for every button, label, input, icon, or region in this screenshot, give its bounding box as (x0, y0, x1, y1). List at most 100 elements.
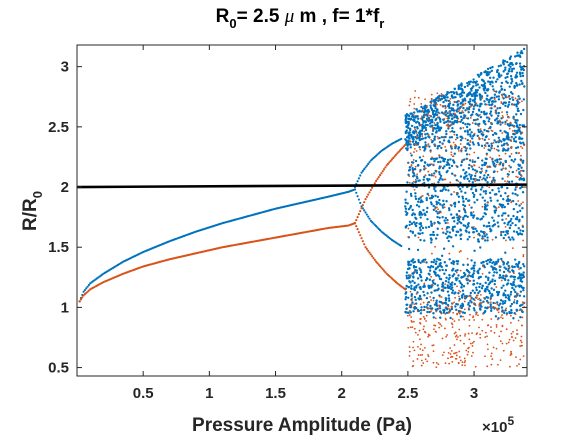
series-0-scatter-point (447, 189, 450, 192)
series-0-scatter-point (412, 221, 416, 224)
series-0-scatter-point (414, 192, 417, 195)
series-0-scatter-point (465, 107, 469, 110)
series-1-scatter-point (508, 338, 511, 341)
series-0-scatter-point (409, 192, 413, 196)
series-0-scatter-point (470, 103, 473, 107)
series-1-scatter-point (444, 327, 446, 330)
series-1-scatter-point (426, 360, 429, 363)
series-0-scatter-point (496, 117, 499, 120)
series-0-scatter-point (521, 137, 524, 140)
series-1-scatter-point (413, 103, 416, 105)
series-0-scatter-point (414, 195, 417, 198)
series-0-scatter-point (522, 108, 525, 112)
series-0-branch-2-point (363, 209, 366, 212)
series-0-scatter-point (424, 133, 427, 136)
series-0-scatter-point (466, 84, 469, 87)
series-1-scatter-point (511, 103, 514, 106)
series-0-scatter-point (462, 292, 465, 296)
series-0-scatter-point (459, 221, 463, 225)
series-1-scatter-point (506, 180, 509, 183)
series-0-scatter-point (472, 195, 476, 199)
series-1-scatter-point (447, 352, 450, 354)
series-0-scatter-point (447, 286, 450, 289)
y-tick-label: 2 (61, 179, 69, 196)
series-0-scatter-point (521, 229, 525, 233)
series-0-scatter-point (430, 120, 433, 124)
series-1-scatter-point (445, 306, 448, 309)
series-1-scatter-point (479, 293, 482, 296)
series-1-scatter-point (459, 269, 462, 272)
series-0-scatter-point (436, 145, 440, 148)
series-1-scatter-point (460, 250, 462, 252)
series-0-scatter-point (416, 164, 420, 167)
series-0-scatter-point (518, 83, 521, 86)
series-1-scatter-point (491, 179, 494, 182)
series-0-scatter-point (450, 236, 453, 239)
series-0-scatter-point (447, 239, 450, 243)
series-1-scatter-point (454, 296, 457, 299)
series-0-scatter-point (466, 215, 469, 219)
series-0-scatter-point (503, 266, 506, 269)
series-1-scatter-point (481, 301, 484, 304)
series-0-scatter-point (508, 155, 512, 158)
series-0-scatter-point (434, 106, 437, 110)
series-0-scatter-point (466, 129, 469, 132)
series-0-scatter-point (408, 117, 411, 121)
series-1-scatter-point (410, 303, 413, 306)
series-0-scatter-point (500, 168, 503, 171)
series-1-scatter-point (496, 363, 499, 366)
series-1-scatter-point (427, 353, 429, 356)
series-0-scatter-point (415, 217, 418, 221)
series-0-scatter-point (472, 264, 475, 268)
series-0-scatter-point (410, 294, 413, 298)
series-0-scatter-point (511, 80, 514, 83)
title-mu: μ (284, 6, 295, 27)
series-0-scatter-point (404, 296, 408, 299)
series-0-scatter-point (501, 177, 504, 180)
series-0-scatter-point (414, 159, 418, 163)
series-1-scatter-point (444, 107, 447, 110)
series-1-scatter-point (486, 365, 489, 368)
series-0-scatter-point (506, 232, 509, 235)
title-r: R (216, 6, 230, 27)
series-1-scatter-point (469, 295, 472, 298)
series-0-scatter-point (446, 158, 450, 162)
series-1-scatter-point (505, 218, 507, 220)
series-1-scatter-point (425, 314, 428, 317)
series-0-scatter-point (419, 238, 422, 242)
series-0-branch-2-point (364, 211, 367, 214)
series-0-scatter-point (471, 181, 475, 184)
series-0-scatter-point (407, 264, 410, 267)
series-0-scatter-point (504, 233, 507, 237)
series-0-scatter-point (514, 285, 517, 288)
series-1-branch-1-point (402, 145, 406, 148)
series-1-branch-2-point (376, 262, 379, 265)
series-0-scatter-point (462, 218, 465, 221)
series-0-scatter-point (421, 259, 424, 263)
series-0-scatter-point (517, 167, 520, 171)
series-0-scatter-point (448, 285, 452, 288)
series-0-scatter-point (467, 199, 470, 203)
series-1-branch-2-point (381, 268, 384, 271)
series-0-scatter-point (483, 211, 486, 215)
series-1-scatter-point (442, 288, 444, 291)
series-0-scatter-point (509, 304, 512, 308)
series-0-scatter-point (493, 279, 497, 283)
series-0-scatter-point (475, 217, 479, 220)
series-0-scatter-point (502, 63, 506, 66)
series-0-scatter-point (455, 92, 459, 96)
series-1-scatter-point (427, 335, 429, 338)
series-1-scatter-point (428, 334, 430, 337)
series-1-scatter-point (521, 316, 524, 319)
series-0-scatter-point (504, 104, 507, 107)
series-0-scatter-point (473, 160, 477, 163)
series-1-scatter-point (466, 353, 469, 356)
series-0-scatter-point (413, 286, 416, 289)
series-1-scatter-point (410, 316, 413, 318)
series-0-scatter-point (413, 126, 417, 129)
series-1-scatter-point (471, 342, 474, 344)
series-0-scatter-point (518, 272, 521, 275)
series-1-scatter-point (486, 343, 489, 346)
series-1-scatter-point (474, 304, 477, 307)
series-1-scatter-point (458, 299, 460, 302)
